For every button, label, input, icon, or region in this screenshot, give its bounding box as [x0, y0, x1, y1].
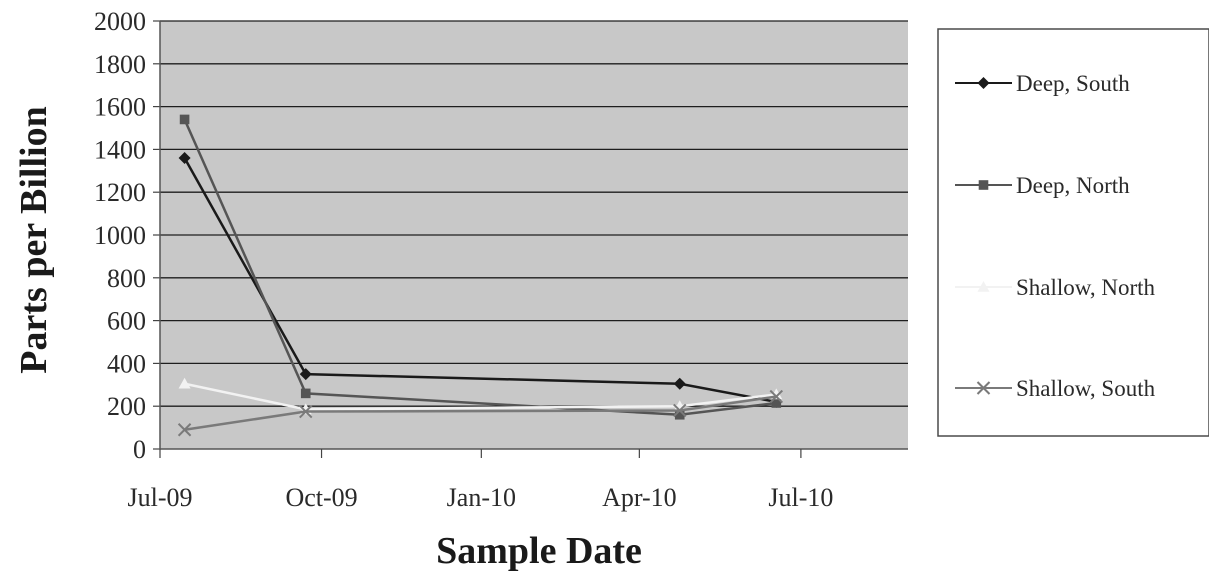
y-tick-label: 200 — [107, 392, 146, 421]
y-axis: 0 200 400 600 800 1000 1200 1400 1600 1800 2000 — [94, 7, 161, 464]
legend-label: Deep, South — [1016, 71, 1130, 96]
y-tick-label: 600 — [107, 307, 146, 336]
legend-label: Deep, North — [1016, 173, 1130, 198]
y-tick-label: 400 — [107, 349, 146, 378]
triangle-marker — [977, 281, 990, 292]
y-tick-label: 2000 — [94, 7, 146, 36]
data-point — [673, 403, 687, 418]
y-tick-label: 1400 — [94, 135, 146, 164]
legend-item: Shallow, North — [955, 275, 1156, 300]
y-tick-label: 1200 — [94, 178, 146, 207]
legend-box — [937, 28, 1209, 437]
series-line — [184, 382, 777, 411]
y-tick-label: 1000 — [94, 221, 146, 250]
data-point — [300, 388, 311, 399]
y-tick-label: 800 — [107, 264, 146, 293]
legend-item: Shallow, South — [955, 376, 1156, 401]
legend-items: Deep, South Deep, North Shallow, North Shal… — [955, 71, 1156, 401]
legend-item: Deep, North — [955, 173, 1130, 198]
legend-item: Deep, South — [955, 71, 1130, 96]
series-group — [177, 114, 784, 437]
data-point — [299, 368, 312, 381]
data-point — [769, 389, 784, 404]
x-tick-label: Jan-10 — [447, 483, 516, 512]
legend-label: Shallow, South — [1016, 376, 1156, 401]
x-tick-label: Apr-10 — [602, 483, 677, 512]
data-point — [177, 423, 192, 437]
series-line — [183, 118, 777, 417]
x-tick-label: Jul-10 — [768, 483, 833, 512]
data-point — [179, 114, 190, 125]
diamond-marker — [977, 77, 990, 89]
series-line — [184, 395, 777, 431]
x-axis-title: Sample Date — [436, 530, 642, 572]
series-shallow-south — [177, 389, 784, 437]
x-tick-label: Jul-09 — [128, 483, 193, 512]
legend-label: Shallow, North — [1016, 275, 1156, 300]
y-tick-label: 1600 — [94, 93, 146, 122]
series-line — [183, 157, 777, 404]
legend: Deep, South Deep, North Shallow, North Shal… — [937, 28, 1209, 437]
data-point — [178, 151, 191, 164]
y-tick-label: 0 — [133, 435, 146, 464]
data-point — [178, 377, 191, 389]
y-tick-label: 1800 — [94, 50, 146, 79]
y-axis-title: Parts per Billion — [13, 106, 55, 373]
data-point — [299, 404, 313, 419]
plot-area — [160, 20, 908, 449]
square-marker — [978, 180, 989, 190]
x-marker — [976, 381, 991, 395]
data-point — [674, 409, 685, 420]
data-point — [771, 398, 782, 408]
series-deep-north — [179, 114, 782, 420]
x-axis: Jul-09 Oct-09 Jan-10 Apr-10 Jul-10 — [128, 448, 908, 512]
x-tick-label: Oct-09 — [285, 483, 357, 512]
data-point — [673, 377, 686, 390]
